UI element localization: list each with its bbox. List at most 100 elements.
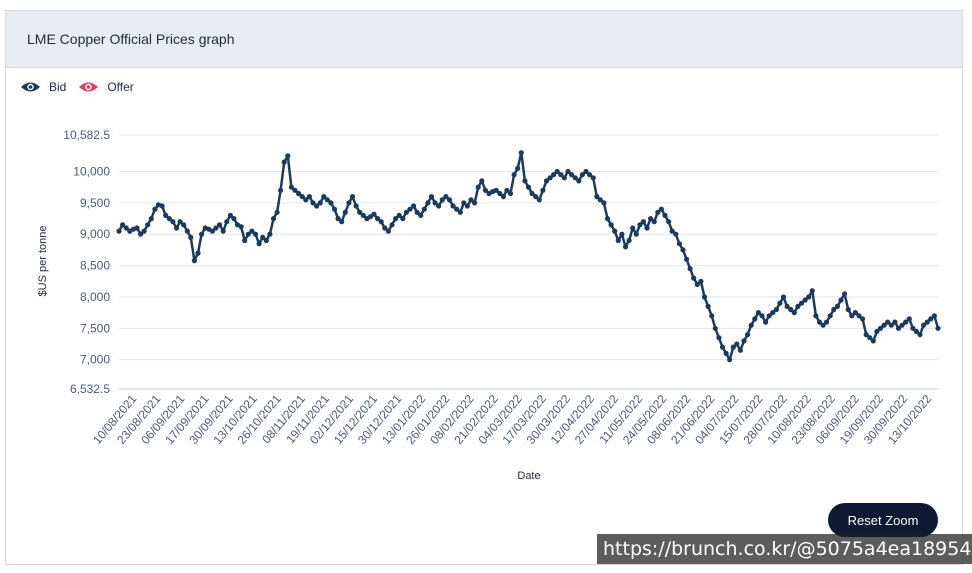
data-point[interactable] bbox=[123, 225, 129, 231]
data-point[interactable] bbox=[860, 316, 866, 322]
data-point[interactable] bbox=[910, 325, 916, 331]
data-point[interactable] bbox=[597, 197, 603, 203]
data-point[interactable] bbox=[270, 216, 277, 222]
data-point[interactable] bbox=[533, 194, 539, 200]
data-point[interactable] bbox=[705, 303, 711, 309]
data-point[interactable] bbox=[461, 200, 467, 206]
data-point[interactable] bbox=[446, 197, 453, 203]
data-point[interactable] bbox=[148, 216, 154, 222]
data-point[interactable] bbox=[177, 219, 183, 225]
data-point[interactable] bbox=[400, 216, 406, 222]
data-point[interactable] bbox=[256, 241, 262, 247]
data-point[interactable] bbox=[741, 338, 747, 344]
data-point[interactable] bbox=[191, 258, 197, 264]
data-point[interactable] bbox=[278, 187, 284, 193]
data-point[interactable] bbox=[633, 231, 639, 237]
data-point[interactable] bbox=[238, 224, 244, 230]
data-point[interactable] bbox=[831, 306, 837, 313]
data-point[interactable] bbox=[770, 310, 776, 316]
data-point[interactable] bbox=[249, 228, 255, 234]
data-point[interactable] bbox=[450, 203, 456, 209]
data-point[interactable] bbox=[903, 319, 909, 325]
data-point[interactable] bbox=[795, 303, 801, 309]
data-point[interactable] bbox=[798, 300, 805, 306]
data-point[interactable] bbox=[414, 209, 420, 215]
data-point[interactable] bbox=[425, 200, 431, 206]
data-point[interactable] bbox=[569, 172, 575, 178]
data-point[interactable] bbox=[612, 228, 618, 234]
data-point[interactable] bbox=[188, 234, 194, 240]
data-point[interactable] bbox=[184, 228, 190, 234]
data-point[interactable] bbox=[464, 203, 470, 209]
data-point[interactable] bbox=[640, 219, 647, 225]
data-point[interactable] bbox=[342, 209, 348, 215]
data-point[interactable] bbox=[310, 200, 316, 206]
data-point[interactable] bbox=[655, 209, 661, 215]
data-point[interactable] bbox=[587, 172, 593, 178]
data-point[interactable] bbox=[723, 350, 729, 356]
data-point[interactable] bbox=[676, 241, 683, 247]
data-point[interactable] bbox=[360, 212, 366, 218]
legend-item-offer[interactable]: Offer bbox=[78, 80, 134, 94]
data-point[interactable] bbox=[317, 200, 323, 206]
data-point[interactable] bbox=[716, 335, 722, 341]
data-point[interactable] bbox=[335, 216, 341, 222]
data-point[interactable] bbox=[554, 168, 560, 175]
data-point[interactable] bbox=[820, 322, 826, 328]
data-point[interactable] bbox=[888, 322, 894, 328]
data-point[interactable] bbox=[666, 219, 672, 225]
data-point[interactable] bbox=[935, 325, 941, 331]
data-point[interactable] bbox=[881, 322, 887, 328]
data-point[interactable] bbox=[321, 194, 327, 200]
data-point[interactable] bbox=[788, 306, 794, 313]
data-point[interactable] bbox=[497, 190, 503, 197]
data-point[interactable] bbox=[500, 194, 506, 200]
data-point[interactable] bbox=[231, 216, 237, 222]
data-point[interactable] bbox=[867, 335, 873, 341]
data-point[interactable] bbox=[267, 231, 273, 237]
data-point[interactable] bbox=[745, 332, 751, 338]
data-point[interactable] bbox=[195, 250, 201, 256]
data-point[interactable] bbox=[931, 313, 938, 319]
data-point[interactable] bbox=[791, 310, 797, 316]
data-point[interactable] bbox=[224, 219, 230, 225]
data-point[interactable] bbox=[170, 219, 176, 225]
data-point[interactable] bbox=[357, 209, 363, 215]
data-point[interactable] bbox=[809, 288, 815, 294]
data-point[interactable] bbox=[303, 197, 309, 203]
data-point[interactable] bbox=[921, 322, 927, 328]
data-point[interactable] bbox=[525, 184, 532, 190]
data-point[interactable] bbox=[673, 231, 679, 237]
data-point[interactable] bbox=[482, 187, 488, 193]
data-point[interactable] bbox=[138, 231, 144, 237]
data-point[interactable] bbox=[173, 225, 180, 231]
data-point[interactable] bbox=[561, 175, 568, 181]
data-point[interactable] bbox=[651, 219, 657, 225]
data-point[interactable] bbox=[917, 332, 923, 338]
data-point[interactable] bbox=[619, 231, 625, 237]
data-point[interactable] bbox=[684, 256, 690, 262]
data-point[interactable] bbox=[773, 306, 780, 313]
data-point[interactable] bbox=[403, 209, 409, 215]
data-point[interactable] bbox=[454, 206, 460, 212]
data-point[interactable] bbox=[389, 222, 395, 228]
data-point[interactable] bbox=[712, 325, 718, 331]
data-point[interactable] bbox=[522, 178, 528, 184]
data-point[interactable] bbox=[709, 313, 715, 319]
data-point[interactable] bbox=[924, 319, 930, 325]
data-point[interactable] bbox=[166, 216, 172, 222]
data-point[interactable] bbox=[608, 222, 614, 228]
data-point[interactable] bbox=[260, 234, 266, 240]
data-point[interactable] bbox=[784, 303, 790, 309]
data-point[interactable] bbox=[852, 310, 859, 316]
data-point[interactable] bbox=[479, 178, 485, 184]
reset-zoom-button[interactable]: Reset Zoom bbox=[828, 503, 938, 537]
data-point[interactable] bbox=[281, 159, 287, 165]
data-point[interactable] bbox=[328, 200, 334, 206]
data-point[interactable] bbox=[439, 197, 445, 203]
data-point[interactable] bbox=[763, 319, 769, 325]
data-point[interactable] bbox=[662, 212, 668, 218]
data-point[interactable] bbox=[895, 325, 902, 331]
data-point[interactable] bbox=[306, 194, 312, 200]
